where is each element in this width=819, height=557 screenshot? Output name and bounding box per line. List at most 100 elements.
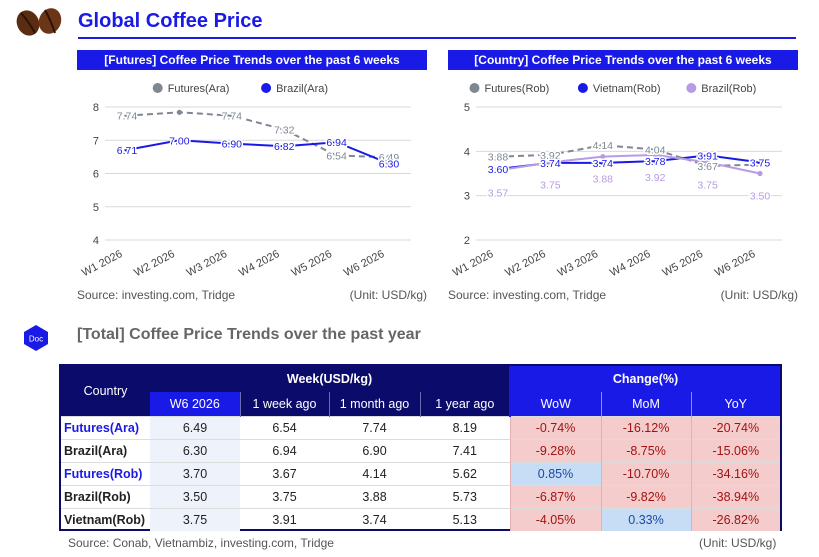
y-tick-label: 2 [464,235,470,247]
data-label: 3.91 [697,150,718,162]
data-point [600,154,606,160]
change-cell: -10.70% [600,461,692,485]
legend-label: Brazil(Ara) [276,83,328,95]
coffee-beans-icon [16,8,62,36]
y-tick-label: 5 [464,102,470,114]
x-tick-label: W1 2026 [451,248,496,279]
change-cell: -34.16% [690,461,781,485]
change-cell: -16.12% [600,415,692,439]
country-header: Country [61,366,150,416]
country-chart-panel: [Country] Coffee Price Trends over the p… [448,50,798,305]
data-point [652,158,658,164]
data-label: 6.90 [222,139,243,151]
change-cell: -9.28% [509,438,602,462]
series-line [497,154,761,171]
data-label: 3.60 [488,164,509,176]
futures-chart-panel: [Futures] Coffee Price Trends over the p… [77,50,427,305]
price-cell: 8.19 [420,415,511,439]
legend-label: Futures(Ara) [168,83,230,95]
price-cell: 6.94 [240,438,329,462]
x-tick-label: W4 2026 [608,248,653,279]
series-line [497,153,761,175]
x-tick-label: W1 2026 [80,248,125,279]
price-cell: 3.50 [150,484,240,508]
data-label: 7.74 [222,111,243,123]
data-point [386,160,392,167]
country-line-chart: Futures(Rob) Vietnam(Rob) Brazil(Rob)5432W… [451,83,782,279]
chart-unit: (Unit: USD/kg) [349,288,427,302]
data-point [124,113,130,119]
table-row: Vietnam(Rob) 3.75 3.91 3.74 5.13 -4.05% 0.33% -… [61,507,781,531]
country-cell: Futures(Ara) [61,415,150,439]
data-point [495,154,501,160]
data-point [652,152,658,158]
country-cell: Futures(Rob) [61,461,150,485]
x-tick-label: W3 2026 [556,248,601,279]
data-label: 4.04 [645,145,666,157]
column-header: W6 2026 [150,392,240,416]
x-tick-label: W3 2026 [185,248,230,279]
change-cell: -8.75% [600,438,692,462]
price-cell: 5.13 [420,507,511,531]
column-header: 1 month ago [328,392,420,416]
change-group-header: Change(%) [509,366,781,392]
table-row: Futures(Rob) 3.70 3.67 4.14 5.62 0.85% -10.70%… [61,461,781,485]
y-tick-label: 4 [464,146,470,158]
change-cell: -20.74% [690,415,781,439]
change-cell: -4.05% [509,507,602,531]
data-label: 6.82 [274,141,295,153]
series-line [126,139,390,165]
data-label: 3.75 [540,179,561,191]
data-point [600,142,606,148]
table-unit: (Unit: USD/kg) [699,536,777,550]
header-rule [78,37,796,39]
data-label: 4.14 [593,140,614,152]
data-point [600,160,606,166]
change-cell: -26.82% [690,507,781,531]
price-cell: 7.74 [329,415,420,439]
column-header: WoW [509,392,602,416]
country-cell: Brazil(Rob) [61,484,150,508]
data-label: 3.78 [645,156,666,168]
page-header: Global Coffee Price [14,6,796,40]
data-point [334,152,340,159]
data-label: 3.74 [540,158,561,170]
data-point [176,109,182,115]
x-tick-label: W6 2026 [713,248,758,279]
x-tick-label: W4 2026 [237,248,282,279]
data-label: 3.88 [593,174,614,186]
price-cell: 3.88 [329,484,420,508]
data-label: 7.74 [117,111,138,123]
y-tick-label: 4 [93,235,99,247]
data-point [229,140,235,147]
price-cell: 7.41 [420,438,511,462]
change-cell: -9.82% [600,484,692,508]
data-point [229,113,235,119]
data-point [757,170,763,177]
data-point [281,127,287,133]
legend-item: Futures(Rob) [469,83,549,95]
change-cell: -0.74% [509,415,602,439]
chart-title: [Futures] Coffee Price Trends over the p… [77,50,427,70]
price-cell: 5.62 [420,461,511,485]
chart-source: Source: investing.com, Tridge [448,288,607,302]
page-title: Global Coffee Price [78,10,263,32]
legend-item: Brazil(Ara) [261,83,328,95]
chart-source: Source: investing.com, Tridge [77,288,236,302]
x-tick-label: W2 2026 [503,248,548,279]
y-tick-label: 7 [93,135,99,147]
data-label: 3.92 [540,150,561,162]
price-cell: 3.67 [240,461,329,485]
data-label: 6.71 [117,145,138,157]
y-tick-label: 5 [93,202,99,214]
column-header: 1 year ago [419,392,511,416]
data-label: 3.74 [593,158,614,170]
data-label: 6.30 [379,159,400,171]
change-cell: -38.94% [690,484,781,508]
price-cell: 3.91 [240,507,329,531]
table-row: Brazil(Rob) 3.50 3.75 3.88 5.73 -6.87% -9.82% -… [61,484,781,508]
data-label: 7.32 [274,125,295,137]
data-point [495,167,501,173]
legend-marker [261,83,272,93]
price-cell: 6.49 [150,415,240,439]
